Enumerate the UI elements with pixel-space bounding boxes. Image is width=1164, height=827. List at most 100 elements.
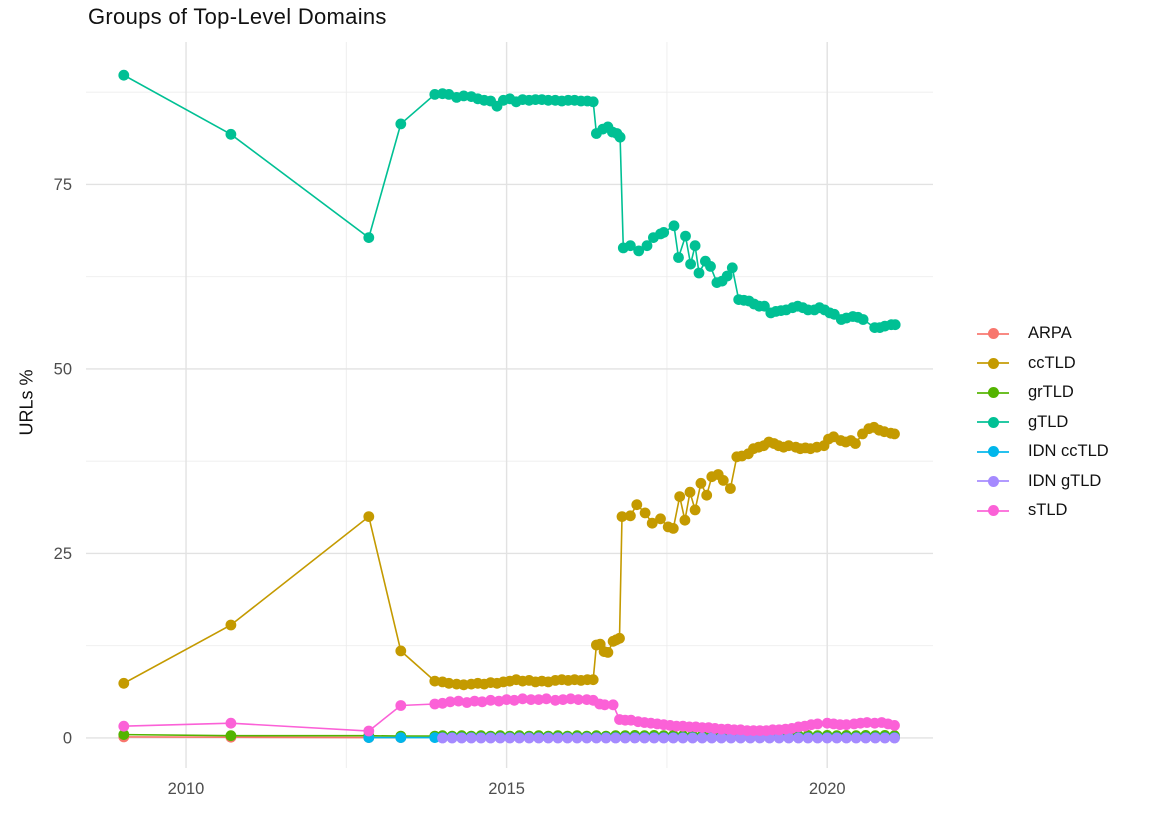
series-point-IDN-gTLD bbox=[696, 732, 708, 744]
series-point-IDN-gTLD bbox=[716, 732, 727, 744]
legend-item-gTLD: gTLD bbox=[977, 408, 1109, 438]
series-point-grTLD bbox=[225, 730, 237, 742]
series-point-gTLD bbox=[614, 131, 626, 143]
y-tick-label: 0 bbox=[63, 729, 72, 747]
series-point-IDN-gTLD bbox=[619, 732, 631, 744]
series-point-gTLD bbox=[726, 262, 738, 274]
series-point-IDN-gTLD bbox=[821, 732, 833, 744]
legend-item-ARPA: ARPA bbox=[977, 319, 1109, 349]
series-point-gTLD bbox=[693, 267, 705, 279]
series-point-ccTLD bbox=[625, 510, 636, 522]
x-tick-label: 2010 bbox=[168, 780, 205, 798]
legend-key-icon bbox=[977, 504, 1009, 518]
series-point-sTLD bbox=[573, 694, 584, 705]
series-point-IDN-gTLD bbox=[725, 732, 737, 744]
chart-title: Groups of Top-Level Domains bbox=[88, 4, 387, 29]
series-point-ccTLD bbox=[701, 489, 713, 501]
series-point-ccTLD bbox=[674, 491, 686, 502]
legend-item-IDN-gTLD: IDN gTLD bbox=[977, 467, 1109, 497]
series-point-IDN-gTLD bbox=[735, 732, 746, 744]
series-point-IDN-gTLD bbox=[465, 732, 477, 744]
series-point-sTLD bbox=[525, 694, 537, 705]
legend-item-IDN-ccTLD: IDN ccTLD bbox=[977, 437, 1109, 467]
series-point-IDN-gTLD bbox=[879, 732, 891, 744]
series-point-gTLD bbox=[721, 270, 733, 282]
series-point-IDN-gTLD bbox=[648, 732, 660, 744]
series-point-ccTLD bbox=[587, 674, 599, 686]
series-point-gTLD bbox=[658, 227, 670, 238]
series-point-sTLD bbox=[444, 696, 456, 708]
series-point-IDN-gTLD bbox=[850, 732, 862, 744]
series-point-gTLD bbox=[587, 96, 599, 108]
series-point-IDN-gTLD bbox=[831, 732, 843, 744]
legend: ARPA ccTLD grTLD gTLD IDN ccTLD IDN gTLD sTLD bbox=[977, 319, 1109, 526]
series-point-ccTLD bbox=[850, 438, 861, 449]
legend-label: sTLD bbox=[1028, 501, 1068, 520]
series-point-IDN-gTLD bbox=[542, 732, 554, 744]
series-point-gTLD bbox=[673, 252, 684, 263]
series-point-gTLD bbox=[889, 319, 901, 331]
legend-key-icon bbox=[977, 474, 1009, 488]
series-point-IDN-gTLD bbox=[446, 732, 458, 744]
x-tick-label: 2015 bbox=[488, 780, 525, 798]
series-point-IDN-gTLD bbox=[533, 732, 545, 744]
series-point-ccTLD bbox=[655, 513, 666, 525]
legend-key-icon bbox=[977, 415, 1009, 429]
series-point-sTLD bbox=[508, 694, 520, 706]
series-point-sTLD bbox=[889, 720, 900, 731]
series-point-IDN-gTLD bbox=[600, 732, 612, 744]
series-point-IDN-gTLD bbox=[841, 732, 852, 744]
y-tick-label: 25 bbox=[54, 545, 72, 563]
series-point-IDN-gTLD bbox=[802, 732, 814, 744]
series-point-gTLD bbox=[680, 230, 691, 242]
y-tick-label: 50 bbox=[54, 360, 72, 378]
series-point-IDN-gTLD bbox=[437, 732, 448, 744]
series-point-IDN-gTLD bbox=[562, 732, 573, 744]
legend-item-grTLD: grTLD bbox=[977, 378, 1109, 408]
series-point-sTLD bbox=[395, 700, 407, 711]
series-point-sTLD bbox=[485, 694, 496, 706]
series-point-gTLD bbox=[395, 118, 407, 130]
series-point-gTLD bbox=[363, 232, 375, 244]
series-point-sTLD bbox=[118, 720, 130, 732]
series-line-gTLD bbox=[123, 74, 896, 329]
series-point-gTLD bbox=[759, 300, 770, 312]
legend-key-icon bbox=[977, 356, 1009, 370]
series-point-IDN-gTLD bbox=[754, 732, 766, 744]
x-tick-label: 2020 bbox=[809, 780, 846, 798]
legend-item-sTLD: sTLD bbox=[977, 496, 1109, 526]
series-point-sTLD bbox=[363, 725, 375, 737]
series-point-ccTLD bbox=[395, 645, 407, 657]
series-point-sTLD bbox=[476, 696, 488, 708]
legend-key-icon bbox=[977, 445, 1009, 459]
series-point-gTLD bbox=[685, 258, 696, 270]
series-point-IDN-gTLD bbox=[571, 732, 583, 744]
series-point-sTLD bbox=[599, 699, 611, 711]
series-point-IDN-gTLD bbox=[610, 732, 621, 744]
series-point-ccTLD bbox=[695, 477, 707, 489]
series-point-IDN-gTLD bbox=[706, 732, 718, 744]
series-point-sTLD bbox=[517, 693, 528, 705]
series-point-ccTLD bbox=[631, 499, 643, 511]
legend-label: grTLD bbox=[1028, 383, 1074, 402]
series-point-ccTLD bbox=[639, 507, 651, 519]
legend-label: IDN gTLD bbox=[1028, 471, 1102, 490]
series-point-sTLD bbox=[607, 699, 619, 711]
series-point-ccTLD bbox=[225, 619, 237, 631]
series-point-IDN-gTLD bbox=[773, 732, 785, 744]
series-point-IDN-gTLD bbox=[889, 732, 900, 744]
series-point-ccTLD bbox=[602, 647, 614, 658]
series-point-gTLD bbox=[668, 220, 680, 232]
legend-key-icon bbox=[977, 386, 1009, 400]
series-point-IDN-gTLD bbox=[456, 732, 468, 744]
legend-label: gTLD bbox=[1028, 412, 1069, 431]
series-line-ARPA bbox=[123, 736, 401, 739]
series-point-ccTLD bbox=[725, 483, 736, 494]
series-point-IDN-gTLD bbox=[639, 732, 650, 744]
series-point-ccTLD bbox=[667, 523, 679, 534]
series-point-gTLD bbox=[857, 314, 869, 325]
series-point-IDN-gTLD bbox=[658, 732, 670, 744]
series-point-ccTLD bbox=[118, 677, 130, 689]
series-point-IDN-gTLD bbox=[793, 732, 804, 744]
series-point-gTLD bbox=[625, 240, 636, 252]
